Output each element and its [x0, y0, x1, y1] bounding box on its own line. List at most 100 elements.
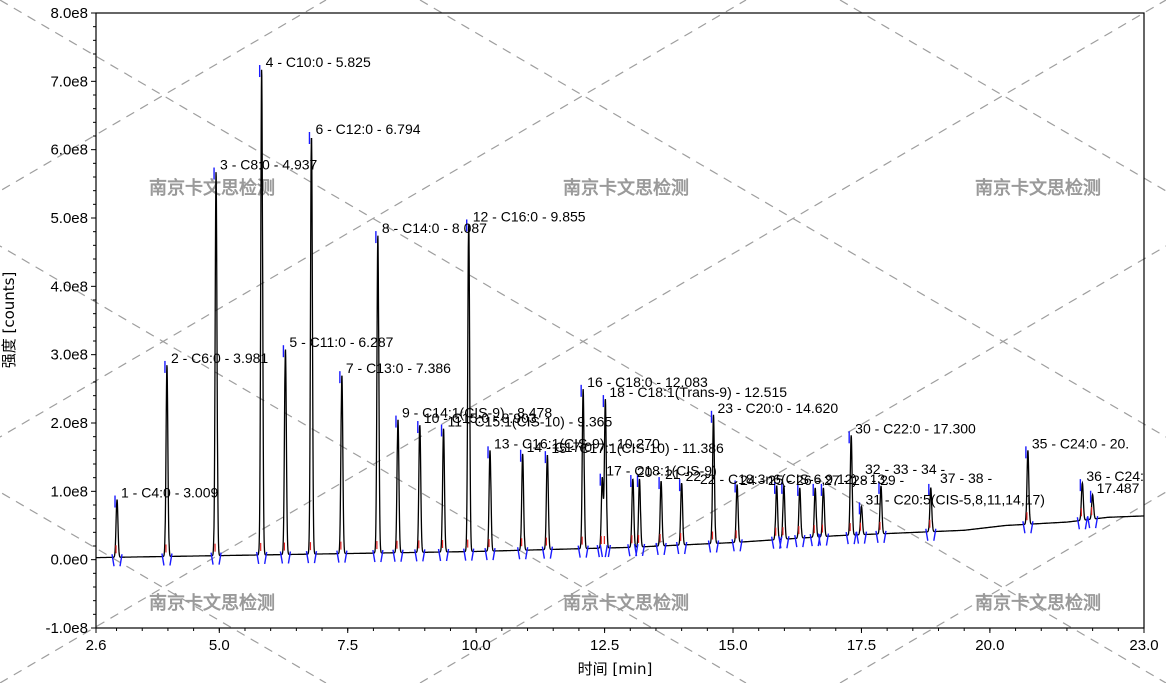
peak-label: 8 - C14:0 - 8.087 [382, 220, 487, 236]
peak-start-tick [463, 548, 467, 561]
peak-start-tick [596, 544, 600, 558]
y-axis-title: 强度 [counts] [0, 272, 18, 369]
x-tick-label: 7.5 [337, 637, 358, 654]
peak-marker [778, 481, 790, 549]
peak-label: 21 - [665, 466, 689, 482]
peak-end-tick [863, 531, 868, 544]
y-tick-label: 0.0e0 [50, 552, 88, 569]
peak-end-tick [218, 552, 222, 565]
peak-marker [707, 410, 720, 553]
peak-label: 1 - C4:0 - 3.009 [121, 485, 218, 501]
peak-label: 12 - C16:0 - 9.855 [473, 208, 586, 224]
peak-label: 36 - C24: [1086, 468, 1144, 484]
y-tick-label: 5.0e8 [50, 210, 88, 227]
peak-label: 18 - C18:1(Trans-9) - 12.515 [609, 384, 787, 400]
watermark-text: 南京卡文思检测 [975, 177, 1101, 199]
peak-marker [1022, 446, 1034, 534]
peak-end-tick [524, 547, 529, 560]
peak-label: 22 - [686, 468, 710, 484]
peak-marker [255, 65, 268, 565]
x-tick-label: 12.5 [590, 637, 619, 654]
watermark-text: 南京卡文思检测 [563, 592, 689, 614]
x-axis: 2.6 5.0 7.5 10.0 12.5 15.0 17.5 20.0 23.0 [86, 628, 1159, 654]
watermark-diagonal-line [0, 491, 327, 683]
peak-marker [633, 475, 646, 557]
peak-marker [655, 477, 667, 556]
watermark-diagonal-line [839, 0, 1166, 192]
peak-end-tick [853, 531, 857, 545]
peak-marker [599, 395, 612, 558]
peak-start-tick [655, 542, 659, 556]
peak-marker [577, 384, 589, 558]
peak-start-tick [633, 543, 638, 557]
peak-start-tick [372, 549, 376, 563]
y-tick-label: 2.0e8 [50, 415, 88, 432]
overlapping-peak-label: 22 - C18:3n6(CIS-6,9,12) - 13. [700, 471, 889, 487]
peak-label: 2 - C6:0 - 3.981 [171, 350, 268, 366]
peak-marker [161, 360, 173, 566]
peak-start-tick [1086, 515, 1091, 529]
peak-marker [484, 446, 496, 561]
overlapping-peak-label: 24 - 25 - 26 - 27 - 28 - 29 - [740, 472, 905, 488]
peak-start-tick [925, 528, 929, 541]
peak-start-tick [1022, 521, 1026, 534]
y-tick-label: 6.0e8 [50, 142, 88, 159]
peak-start-tick [279, 551, 284, 564]
peak-marker [372, 231, 384, 563]
watermark-text: 南京卡文思检测 [563, 177, 689, 199]
peak-label: 13 - C16:1(CIS-9) - 10.270 [494, 435, 660, 451]
peak-marker [541, 451, 554, 559]
peak-label: 23 - C20:0 - 14.620 [717, 400, 838, 416]
peak-marker-layer [111, 65, 1099, 567]
watermark-diagonal-line [419, 245, 1166, 683]
peak-end-tick [933, 528, 937, 541]
peak-marker [111, 495, 123, 567]
peak-start-tick [599, 544, 604, 558]
peak-marker [336, 371, 348, 563]
peak-end-tick [549, 546, 554, 559]
x-tick-label: 23.0 [1129, 637, 1158, 654]
watermark-diagonal-line [0, 0, 327, 192]
peak-label: 17 - C18:1(CIS-9) [606, 463, 716, 479]
y-tick-label: -1.0e8 [45, 620, 88, 637]
peak-label: 31 - C20:5(CIS-5,8,11,14,17) [865, 491, 1045, 507]
peak-end-tick [585, 545, 589, 558]
peak-label-layer: 1 - C4:0 - 3.009 2 - C6:0 - 3.981 3 - C8:0… [121, 54, 1144, 507]
watermark-diagonal-line [839, 491, 1166, 683]
peak-start-tick [855, 531, 860, 544]
peak-start-tick [731, 539, 735, 552]
trace-layer [96, 69, 1144, 559]
peak-start-tick [809, 534, 813, 547]
peak-marker [392, 415, 404, 562]
peak-start-tick [484, 547, 488, 561]
peak-marker [731, 480, 743, 552]
peak-end-tick [471, 548, 475, 561]
peak-label: 5 - C11:0 - 6.287 [289, 334, 393, 350]
peak-start-tick [516, 547, 521, 560]
peak-marker [855, 502, 868, 544]
plot-area-frame [95, 12, 1145, 629]
overlapping-peak-label: 32 - 33 - 34 - [865, 461, 945, 477]
peak-marker [675, 479, 688, 555]
peak-marker [516, 449, 529, 560]
peak-start-tick [1076, 517, 1081, 530]
overlapping-peak-label: 37 - 38 - [940, 470, 992, 486]
peak-label: 6 - C12:0 - 6.794 [315, 121, 420, 137]
peak-end-tick [400, 549, 404, 562]
peak-label: 16 - C18:0 - 12.083 [587, 374, 708, 390]
peak-marker [305, 132, 318, 564]
peak-end-tick [607, 544, 612, 558]
peak-marker [845, 431, 857, 545]
peak-start-tick [794, 535, 798, 548]
peak-marker [1076, 479, 1089, 530]
y-tick-label: 1.0e8 [50, 483, 88, 500]
peak-end-tick [313, 551, 318, 564]
peak-start-tick [305, 551, 310, 564]
peak-start-tick [707, 540, 712, 553]
watermark-text: 南京卡文思检测 [149, 177, 275, 199]
peak-start-tick [778, 536, 782, 549]
